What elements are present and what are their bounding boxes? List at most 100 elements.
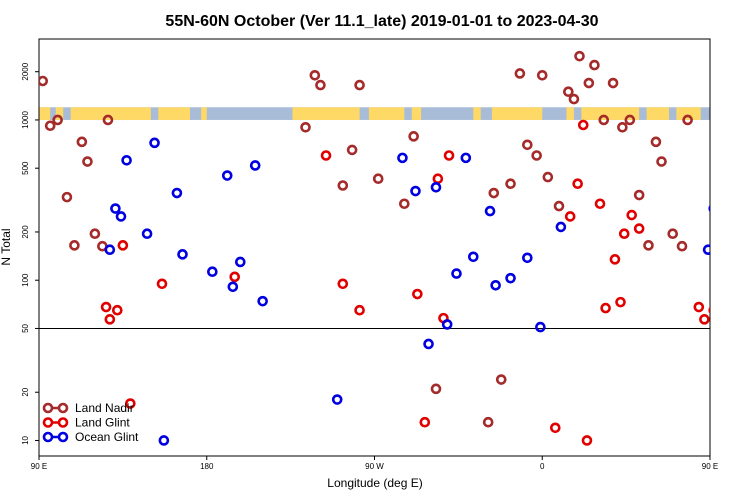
data-point	[572, 178, 583, 190]
x-axis: 90 E 180 90 W 0 90 E	[31, 456, 718, 471]
data-point	[117, 240, 129, 251]
data-point	[100, 301, 112, 313]
data-point	[536, 69, 548, 81]
y-tick-label: 200	[21, 225, 30, 239]
legend-label: Land Glint	[75, 416, 130, 430]
data-point	[467, 251, 479, 263]
data-point	[177, 249, 188, 260]
data-point	[495, 374, 507, 385]
data-point	[443, 150, 455, 161]
data-point	[563, 86, 574, 98]
data-point	[337, 278, 349, 290]
y-tick-label: 1000	[21, 111, 30, 129]
data-point	[432, 173, 444, 184]
data-point	[615, 296, 626, 308]
x-tick-label: 90 E	[702, 462, 718, 471]
data-point	[564, 211, 576, 222]
data-point	[676, 240, 688, 252]
data-point	[574, 50, 585, 62]
data-point	[430, 181, 442, 193]
data-point	[589, 59, 600, 71]
data-point	[577, 119, 589, 131]
data-point	[346, 144, 358, 156]
data-point	[44, 120, 56, 132]
data-point	[141, 228, 153, 240]
chart-title: 55N-60N October (Ver 11.1_late) 2019-01-…	[165, 13, 598, 30]
map-strip-land	[292, 107, 360, 120]
data-point	[158, 435, 170, 446]
data-point	[667, 228, 679, 240]
series-land-glint	[100, 119, 731, 446]
data-point	[693, 301, 705, 313]
data-point	[522, 139, 533, 151]
x-tick-label: 90 E	[31, 462, 47, 471]
data-point	[315, 79, 326, 91]
data-point	[594, 198, 606, 210]
data-point	[702, 244, 710, 256]
legend-marker	[57, 402, 69, 414]
x-tick-label: 180	[200, 462, 214, 471]
data-point	[656, 156, 667, 167]
map-strip-land	[646, 107, 669, 120]
data-point	[699, 314, 710, 325]
data-point	[76, 136, 88, 148]
map-strip-land	[473, 107, 481, 120]
y-tick-label: 50	[21, 323, 30, 332]
data-point	[52, 114, 63, 126]
data-point	[723, 241, 731, 249]
data-point	[451, 268, 462, 279]
data-point	[708, 306, 710, 314]
data-point	[397, 152, 408, 164]
data-point	[110, 203, 121, 214]
data-point	[581, 435, 593, 446]
y-tick-label: 100	[21, 273, 30, 287]
y-axis: 10 20 50 100 200 500 1000 2000	[21, 62, 39, 445]
data-point	[542, 171, 554, 183]
data-point	[583, 77, 595, 89]
data-point	[331, 394, 343, 405]
plot-frame	[38, 38, 711, 457]
series-ocean-glint	[104, 137, 710, 446]
data-point	[484, 205, 496, 217]
map-strip-land	[158, 107, 190, 120]
data-point	[553, 200, 565, 212]
data-point	[600, 302, 611, 314]
data-point	[410, 185, 421, 197]
data-point	[372, 173, 384, 184]
map-strip-land	[411, 107, 422, 120]
data-point	[505, 272, 516, 284]
data-point	[121, 155, 132, 166]
data-point	[249, 160, 261, 171]
legend-item: Land Glint	[42, 416, 130, 430]
y-tick-label: 500	[21, 161, 30, 175]
data-point	[309, 69, 321, 81]
data-point	[111, 304, 123, 316]
data-point	[104, 244, 116, 256]
data-point	[423, 338, 434, 350]
data-point	[609, 254, 621, 265]
data-point	[89, 228, 101, 240]
data-point	[408, 131, 419, 142]
data-point	[482, 416, 494, 428]
data-point	[102, 114, 114, 126]
x-axis-label: Longitude (deg E)	[327, 476, 422, 490]
legend-marker	[42, 417, 54, 428]
legend-marker	[57, 417, 69, 428]
y-tick-label: 20	[21, 387, 30, 396]
data-point	[568, 93, 580, 105]
data-point	[337, 180, 349, 191]
data-point	[39, 75, 49, 87]
data-point	[354, 304, 365, 316]
data-point	[617, 121, 628, 133]
data-point	[69, 240, 80, 251]
data-point	[61, 191, 73, 203]
data-point	[633, 189, 645, 201]
data-point	[171, 187, 183, 199]
data-point	[460, 152, 472, 164]
map-strip	[39, 107, 710, 120]
data-point	[300, 121, 311, 133]
data-point	[221, 170, 233, 181]
y-axis-label: N Total	[0, 228, 13, 265]
data-point	[488, 187, 500, 199]
